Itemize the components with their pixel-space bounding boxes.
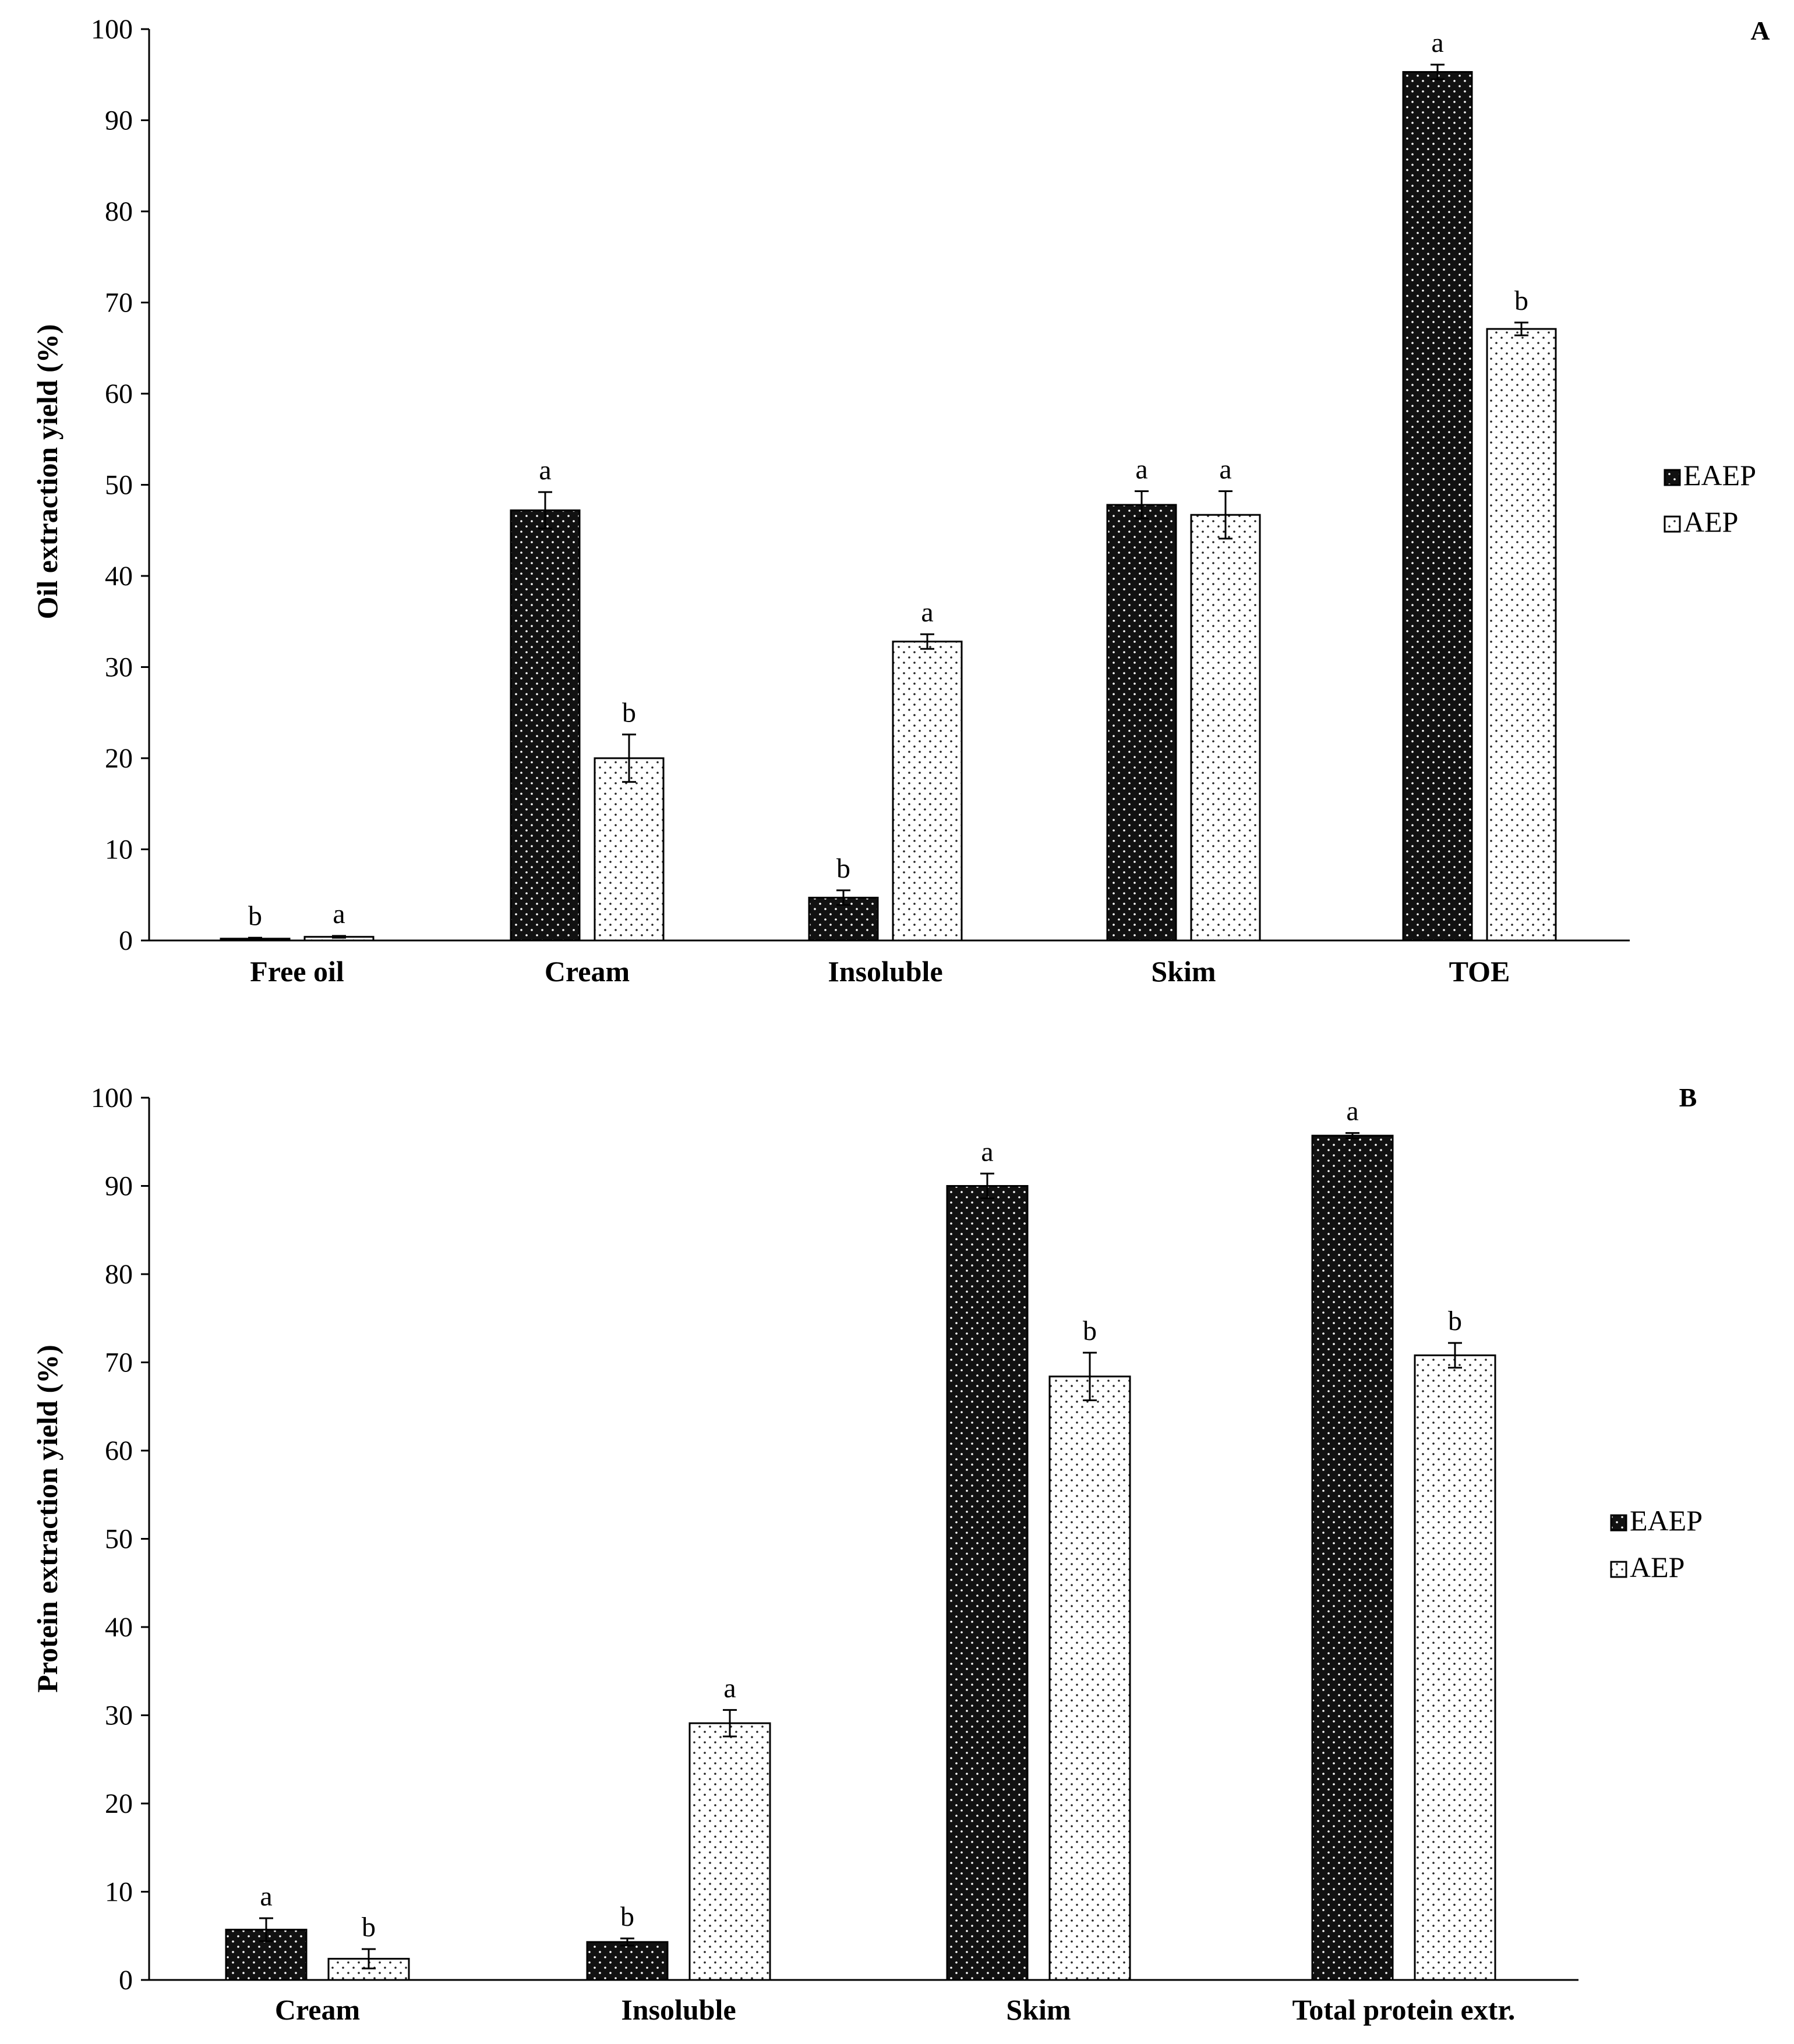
bar-aep-b <box>1048 1375 1131 1981</box>
significance-letter-eaep-a: b <box>248 900 262 931</box>
y-tick-label-a: 90 <box>105 105 133 136</box>
category-label-b: Total protein extr. <box>1292 1993 1516 2026</box>
bar-eaep-b <box>586 1941 669 1981</box>
significance-letter-aep-b: a <box>723 1672 736 1703</box>
y-tick-label-a: 20 <box>105 743 133 774</box>
significance-letter-eaep-a: a <box>539 455 551 486</box>
category-label-a: TOE <box>1449 955 1510 988</box>
significance-letter-aep-a: a <box>921 597 933 628</box>
significance-letter-aep-a: a <box>333 899 345 929</box>
y-tick-label-b: 0 <box>119 1965 133 1996</box>
bar-eaep-b <box>946 1185 1029 1981</box>
y-tick-label-b: 30 <box>105 1700 133 1731</box>
legend-label-aep-a: AEP <box>1683 505 1738 538</box>
significance-letter-aep-b: b <box>362 1912 376 1943</box>
bar-eaep-a <box>510 509 581 942</box>
y-tick-label-a: 70 <box>105 288 133 319</box>
significance-letter-eaep-a: a <box>1135 454 1147 485</box>
category-label-b: Insoluble <box>621 1993 736 2026</box>
y-tick-label-a: 50 <box>105 470 133 501</box>
bar-aep-a <box>1190 514 1261 942</box>
legend-label-aep-b: AEP <box>1630 1551 1684 1583</box>
legend-label-eaep-a: EAEP <box>1683 459 1756 491</box>
plot-area-b: 0 10 20 30 40 50 60 70 80 90 100 Cream Insoluble Skim… <box>91 1083 1578 2026</box>
category-label-a: Skim <box>1151 955 1216 988</box>
chart-panel-b: B Protein extraction yield (%) 0 10 20 30 40… <box>31 1083 1703 2026</box>
category-label-b: Skim <box>1006 1993 1071 2026</box>
y-tick-label-b: 70 <box>105 1348 133 1378</box>
bar-aep-b <box>688 1722 771 1981</box>
y-tick-label-b: 50 <box>105 1524 133 1555</box>
y-tick-label-a: 30 <box>105 652 133 683</box>
bar-eaep-a <box>1106 504 1177 942</box>
panel-letter-a: A <box>1750 16 1770 45</box>
y-tick-label-a: 80 <box>105 196 133 227</box>
legend-swatch-eaep-b <box>1610 1514 1627 1532</box>
category-label-a: Free oil <box>250 955 344 988</box>
legend-a: EAEP AEP <box>1664 459 1756 538</box>
y-axis-title-a: Oil extraction yield (%) <box>31 324 63 620</box>
legend-swatch-aep-a <box>1664 515 1681 533</box>
y-tick-label-b: 100 <box>91 1083 133 1113</box>
bar-eaep-b <box>1311 1134 1394 1981</box>
category-label-b: Cream <box>275 1993 360 2026</box>
y-tick-label-b: 40 <box>105 1612 133 1643</box>
y-tick-label-a: 0 <box>119 925 133 956</box>
significance-letter-eaep-a: b <box>836 853 850 884</box>
bar-aep-a <box>1486 328 1557 942</box>
significance-letter-eaep-b: a <box>260 1881 272 1912</box>
legend-swatch-eaep-a <box>1664 469 1681 486</box>
y-tick-label-a: 60 <box>105 379 133 409</box>
significance-letter-aep-b: b <box>1448 1306 1462 1336</box>
y-axis-title-b: Protein extraction yield (%) <box>31 1345 63 1693</box>
significance-letter-aep-a: b <box>1514 285 1528 316</box>
y-tick-label-b: 20 <box>105 1788 133 1819</box>
legend-swatch-aep-b <box>1610 1561 1627 1578</box>
category-label-a: Insoluble <box>828 955 942 988</box>
legend-b: EAEP AEP <box>1610 1504 1703 1583</box>
y-tick-label-a: 100 <box>91 14 133 45</box>
panel-letter-b: B <box>1679 1083 1697 1112</box>
y-tick-label-b: 60 <box>105 1435 133 1466</box>
plot-area-a: 0 10 20 30 40 50 60 70 80 90 100 Free oil Cream Insol… <box>91 14 1630 988</box>
significance-letter-eaep-b: a <box>1346 1096 1358 1127</box>
bar-eaep-a <box>1402 71 1473 942</box>
category-label-a: Cream <box>545 955 630 988</box>
y-tick-label-a: 40 <box>105 561 133 592</box>
significance-letter-aep-b: b <box>1083 1315 1097 1346</box>
bar-aep-a <box>594 757 665 942</box>
significance-letter-eaep-b: a <box>981 1136 993 1167</box>
y-tick-label-b: 10 <box>105 1877 133 1908</box>
significance-letter-eaep-b: b <box>620 1901 634 1932</box>
chart-panel-a: A Oil extraction yield (%) 0 10 20 30 40 50 60… <box>31 14 1770 988</box>
y-tick-label-a: 10 <box>105 834 133 865</box>
legend-label-eaep-b: EAEP <box>1630 1504 1703 1537</box>
significance-letter-aep-a: b <box>622 697 636 728</box>
significance-letter-eaep-a: a <box>1431 27 1443 58</box>
significance-letter-aep-a: a <box>1219 454 1231 485</box>
bar-aep-b <box>1414 1354 1496 1981</box>
y-tick-label-b: 80 <box>105 1259 133 1290</box>
bar-aep-a <box>892 641 963 942</box>
y-tick-label-b: 90 <box>105 1171 133 1202</box>
